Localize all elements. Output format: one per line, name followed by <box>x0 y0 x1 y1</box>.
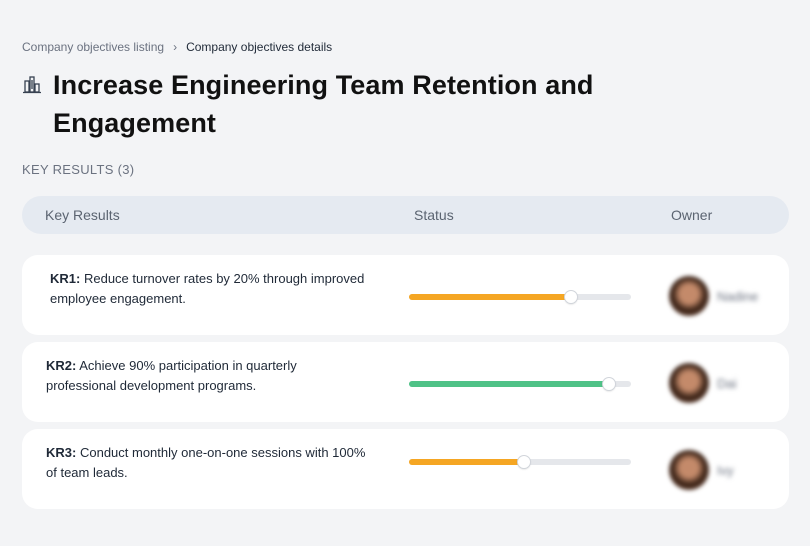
key-result-text: Reduce turnover rates by 20% through imp… <box>50 271 365 306</box>
key-result-description: KR1: Reduce turnover rates by 20% throug… <box>50 269 370 309</box>
key-result-row[interactable]: KR3: Conduct monthly one-on-one sessions… <box>22 429 789 509</box>
status-progress-fill <box>409 294 572 300</box>
status-progress-bar <box>409 456 631 468</box>
avatar <box>669 276 709 316</box>
column-header-key-results: Key Results <box>45 207 120 223</box>
owner-cell: Nadine <box>669 276 758 316</box>
key-result-description: KR3: Conduct monthly one-on-one sessions… <box>46 443 366 483</box>
key-result-description: KR2: Achieve 90% participation in quarte… <box>46 356 366 396</box>
key-results-count-label: KEY RESULTS (3) <box>22 162 135 177</box>
progress-handle[interactable] <box>565 291 578 303</box>
key-result-id: KR3: <box>46 445 77 460</box>
status-progress-fill <box>409 459 525 465</box>
status-progress-bar <box>409 378 631 390</box>
breadcrumb-parent-link[interactable]: Company objectives listing <box>22 40 165 54</box>
key-result-id: KR2: <box>46 358 77 373</box>
page-title: Increase Engineering Team Retention and … <box>53 70 594 138</box>
breadcrumb: Company objectives listing › Company obj… <box>22 40 332 54</box>
owner-cell: Ivy <box>669 450 734 490</box>
title-row: Increase Engineering Team Retention and … <box>22 66 633 142</box>
status-progress-fill <box>409 381 609 387</box>
owner-cell: Dai <box>669 363 737 403</box>
chevron-right-icon: › <box>173 40 178 54</box>
building-icon <box>23 76 41 94</box>
key-result-text: Conduct monthly one-on-one sessions with… <box>46 445 366 480</box>
column-header-status: Status <box>414 207 454 223</box>
progress-handle[interactable] <box>602 378 615 390</box>
owner-name: Ivy <box>717 462 734 478</box>
key-result-text: Achieve 90% participation in quarterly p… <box>46 358 297 393</box>
column-header-owner: Owner <box>671 207 713 223</box>
owner-name: Nadine <box>717 288 759 304</box>
avatar <box>669 363 709 403</box>
key-result-row[interactable]: KR2: Achieve 90% participation in quarte… <box>22 342 789 422</box>
key-result-id: KR1: <box>50 271 81 286</box>
owner-name: Dai <box>717 375 737 391</box>
table-header: Key Results Status Owner <box>22 196 789 234</box>
key-result-row[interactable]: KR1: Reduce turnover rates by 20% throug… <box>22 255 789 335</box>
avatar <box>669 450 709 490</box>
progress-handle[interactable] <box>518 456 531 468</box>
breadcrumb-current: Company objectives details <box>186 40 333 54</box>
status-progress-bar <box>409 291 631 303</box>
